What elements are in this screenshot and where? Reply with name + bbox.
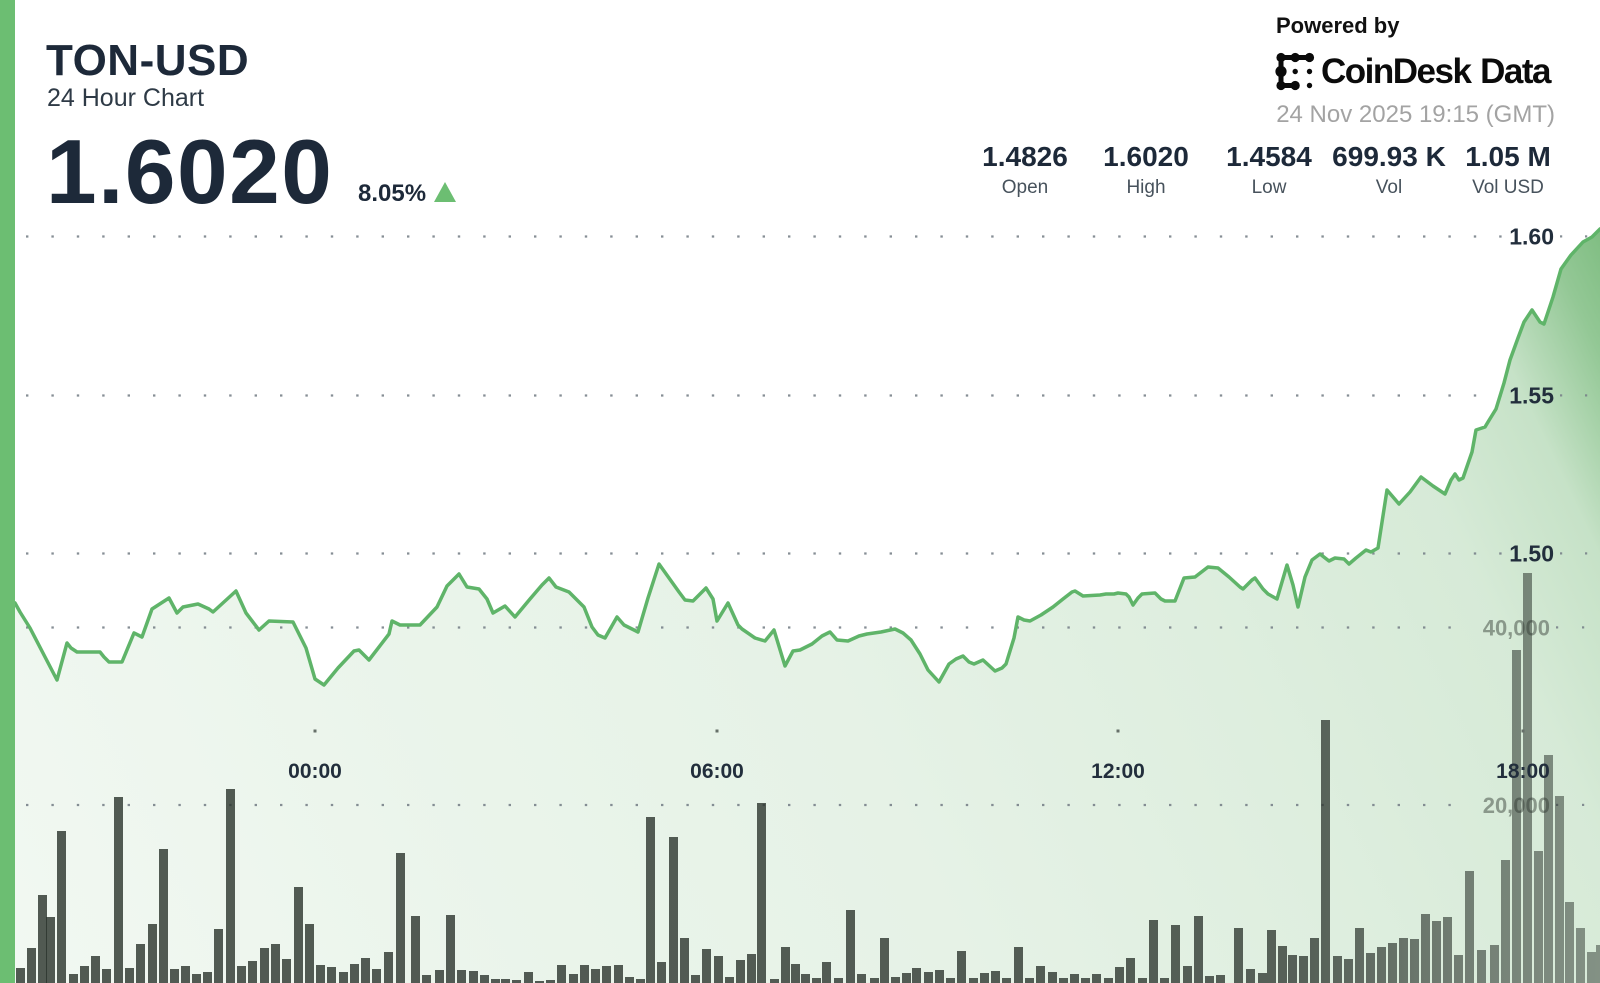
svg-text:40,000: 40,000 [1483, 616, 1550, 641]
svg-text:1.55: 1.55 [1509, 383, 1554, 409]
svg-text:00:00: 00:00 [288, 760, 342, 783]
svg-text:12:00: 12:00 [1091, 760, 1145, 783]
svg-text:1.50: 1.50 [1509, 541, 1554, 567]
svg-text:1.60: 1.60 [1509, 224, 1554, 250]
svg-text:18:00: 18:00 [1496, 760, 1550, 783]
svg-text:06:00: 06:00 [690, 760, 744, 783]
